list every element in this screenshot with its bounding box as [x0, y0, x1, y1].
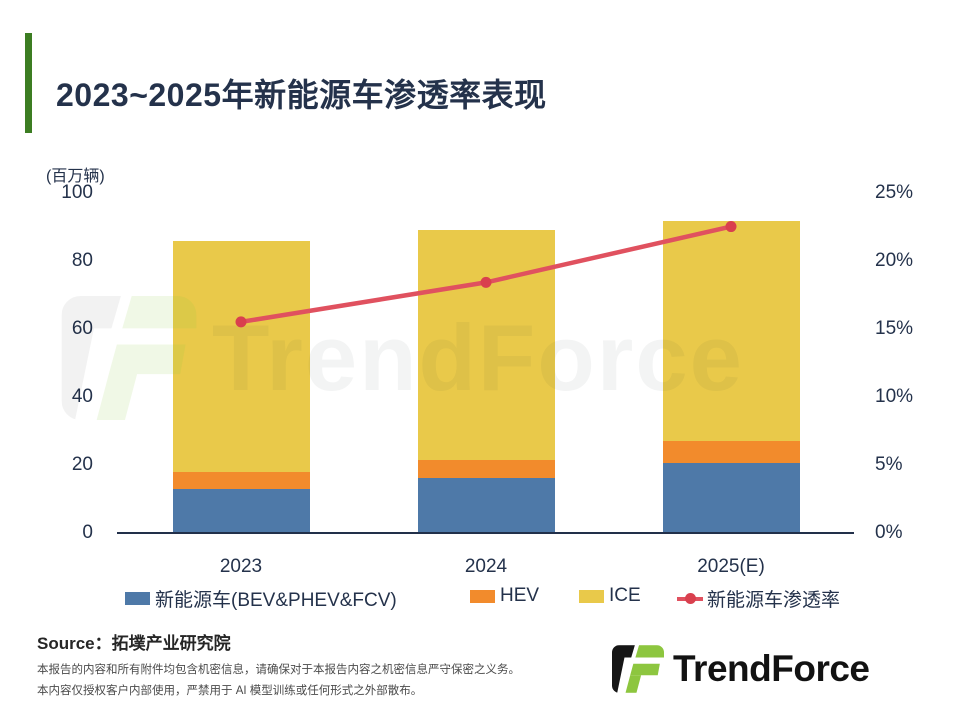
- x-axis-label: 2025(E): [697, 556, 765, 577]
- y-axis-tick-left: 20: [71, 453, 93, 475]
- y-axis-tick-right: 5%: [875, 453, 903, 475]
- y-axis-tick-right: 0%: [875, 522, 903, 543]
- y-axis-tick-right: 20%: [875, 249, 914, 271]
- bar-segment: [662, 462, 800, 533]
- legend-item-penetration: 新能源车渗透率: [677, 585, 840, 612]
- title-accent-bar: [25, 33, 32, 133]
- y-axis-tick-left: 60: [71, 317, 93, 339]
- y-axis-tick-left: 0: [82, 522, 93, 543]
- watermark: TrendForce: [60, 296, 744, 420]
- y-axis-tick-left: 80: [71, 249, 93, 271]
- trendforce-logo-icon: [612, 645, 664, 693]
- legend-label-hev: HEV: [500, 585, 540, 606]
- disclaimer-line2: 本内容仅授权客户内部使用，严禁用于 AI 模型训练或任何形式之外部散布。: [37, 685, 423, 697]
- y-axis-tick-left: 40: [71, 385, 93, 407]
- x-axis-line: [117, 532, 854, 534]
- y-axis-tick-right: 15%: [875, 317, 914, 339]
- legend: 新能源车(BEV&PHEV&FCV) HEV ICE 新能源车渗透率: [0, 585, 960, 611]
- y-axis-tick-left: 100: [61, 181, 93, 203]
- bar-segment: [662, 220, 800, 442]
- bar-segment: [662, 441, 800, 463]
- y-axis-tick-right: 25%: [875, 181, 914, 203]
- bar-segment: [417, 459, 555, 478]
- legend-label-nev: 新能源车(BEV&PHEV&FCV): [155, 590, 397, 611]
- bar-segment: [417, 477, 555, 533]
- legend-label-penetration: 新能源车渗透率: [707, 590, 841, 611]
- trendforce-logo: TrendForce: [612, 645, 870, 693]
- legend-item-hev: HEV: [470, 585, 539, 607]
- legend-item-ice: ICE: [579, 585, 641, 607]
- legend-label-ice: ICE: [609, 585, 641, 606]
- y-axis-unit-label: (百万辆): [46, 168, 105, 185]
- x-axis-label: 2023: [219, 556, 263, 577]
- nev-swatch-icon: [125, 592, 150, 605]
- line-marker-icon: [677, 592, 703, 605]
- disclaimer-line1: 本报告的内容和所有附件均包含机密信息，请确保对于本报告内容之机密信息严守保密之义…: [37, 664, 520, 676]
- legend-item-nev: 新能源车(BEV&PHEV&FCV): [125, 585, 397, 612]
- ice-swatch-icon: [579, 589, 604, 603]
- logo-text: TrendForce: [673, 648, 870, 689]
- hev-swatch-icon: [470, 589, 495, 603]
- page-title: 2023~2025年新能源车渗透率表现: [56, 77, 547, 113]
- x-axis-label: 2024: [464, 556, 508, 577]
- bar-segment: [172, 240, 310, 473]
- bar-segment: [417, 230, 555, 460]
- y-axis-tick-right: 10%: [875, 385, 914, 407]
- source-note: Source：拓墣产业研究院: [37, 634, 231, 653]
- bar-segment: [172, 472, 310, 489]
- disclaimer: 本报告的内容和所有附件均包含机密信息，请确保对于本报告内容之机密信息严守保密之义…: [37, 660, 520, 702]
- bar-segment: [172, 488, 310, 533]
